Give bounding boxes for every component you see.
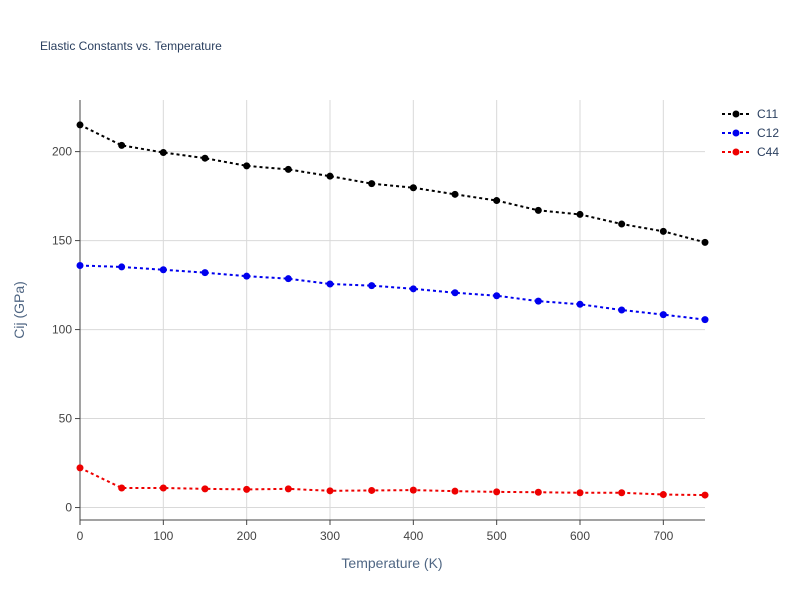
x-axis-title: Temperature (K): [341, 555, 442, 571]
data-point-c44[interactable]: [76, 464, 84, 472]
legend-label: C12: [757, 126, 779, 140]
data-point-c11[interactable]: [618, 220, 626, 228]
data-point-c12[interactable]: [534, 297, 542, 305]
axis-layer: 0 100 200 300 400 500 600 700 0 50 100 150 200: [52, 100, 705, 543]
data-point-c44[interactable]: [201, 485, 209, 493]
data-point-c12[interactable]: [76, 262, 84, 270]
data-point-c11[interactable]: [201, 154, 209, 162]
data-point-c11[interactable]: [368, 180, 376, 188]
data-point-c11[interactable]: [534, 206, 542, 214]
data-point-c11[interactable]: [243, 162, 251, 170]
data-point-c44[interactable]: [451, 487, 459, 495]
x-tick-label: 100: [153, 529, 173, 543]
data-point-c12[interactable]: [118, 263, 126, 271]
series-layer: [76, 121, 709, 499]
data-point-c11[interactable]: [76, 121, 84, 129]
data-point-c11[interactable]: [451, 190, 459, 198]
data-point-c12[interactable]: [701, 316, 709, 324]
legend-marker-icon: [732, 129, 740, 137]
data-point-c12[interactable]: [326, 280, 334, 288]
y-tick-label: 50: [59, 412, 73, 426]
y-tick-label: 100: [52, 323, 72, 337]
data-point-c12[interactable]: [451, 289, 459, 297]
x-tick-label: 300: [320, 529, 340, 543]
data-point-c12[interactable]: [368, 282, 376, 290]
data-point-c11[interactable]: [659, 227, 667, 235]
data-point-c11[interactable]: [576, 210, 584, 218]
data-point-c44[interactable]: [493, 488, 501, 496]
data-point-c12[interactable]: [243, 272, 251, 280]
y-axis-title: Cij (GPa): [11, 281, 27, 339]
x-tick-label: 700: [653, 529, 673, 543]
legend-item-c44[interactable]: C44: [722, 145, 779, 159]
data-point-c12[interactable]: [201, 269, 209, 277]
y-tick-label: 0: [65, 501, 72, 515]
data-point-c44[interactable]: [534, 488, 542, 496]
legend-label: C44: [757, 145, 779, 159]
data-point-c44[interactable]: [326, 487, 334, 495]
y-tick-label: 200: [52, 145, 72, 159]
data-point-c44[interactable]: [701, 491, 709, 499]
legend-item-c11[interactable]: C11: [722, 107, 778, 121]
data-point-c11[interactable]: [701, 238, 709, 246]
data-point-c44[interactable]: [118, 484, 126, 492]
x-tick-label: 500: [487, 529, 507, 543]
data-point-c12[interactable]: [409, 285, 417, 293]
x-tick-label: 200: [237, 529, 257, 543]
series-line-c44: [79, 466, 706, 497]
data-point-c11[interactable]: [409, 184, 417, 192]
data-point-c11[interactable]: [118, 141, 126, 149]
series-c44: [76, 464, 709, 499]
legend-label: C11: [757, 107, 778, 121]
data-point-c44[interactable]: [284, 485, 292, 493]
data-point-c12[interactable]: [159, 266, 167, 274]
series-line-c12: [79, 264, 706, 321]
data-point-c11[interactable]: [159, 149, 167, 156]
data-point-c11[interactable]: [284, 165, 292, 173]
data-point-c44[interactable]: [159, 484, 167, 492]
data-point-c12[interactable]: [284, 275, 292, 283]
data-point-c12[interactable]: [659, 311, 667, 319]
x-tick-label: 0: [77, 529, 84, 543]
series-line-c11: [79, 124, 706, 244]
x-tick-label: 400: [403, 529, 423, 543]
legend-marker-icon: [732, 148, 740, 156]
data-point-c12[interactable]: [493, 292, 501, 300]
data-point-c12[interactable]: [576, 300, 584, 308]
data-point-c44[interactable]: [243, 485, 251, 493]
x-tick-label: 600: [570, 529, 590, 543]
data-point-c11[interactable]: [326, 172, 334, 180]
data-point-c12[interactable]: [618, 306, 626, 314]
legend-item-c12[interactable]: C12: [722, 126, 779, 140]
chart-title: Elastic Constants vs. Temperature: [40, 39, 222, 53]
data-point-c44[interactable]: [576, 489, 584, 497]
grid-layer: [80, 100, 705, 520]
data-point-c44[interactable]: [368, 486, 376, 494]
legend[interactable]: C11 C12 C44: [722, 107, 779, 159]
legend-marker-icon: [732, 110, 740, 118]
series-c12: [76, 262, 709, 324]
data-point-c44[interactable]: [409, 486, 417, 494]
data-point-c11[interactable]: [493, 197, 501, 205]
data-point-c44[interactable]: [659, 491, 667, 499]
y-tick-label: 150: [52, 234, 72, 248]
series-c11: [76, 121, 709, 246]
data-point-c44[interactable]: [618, 489, 626, 497]
